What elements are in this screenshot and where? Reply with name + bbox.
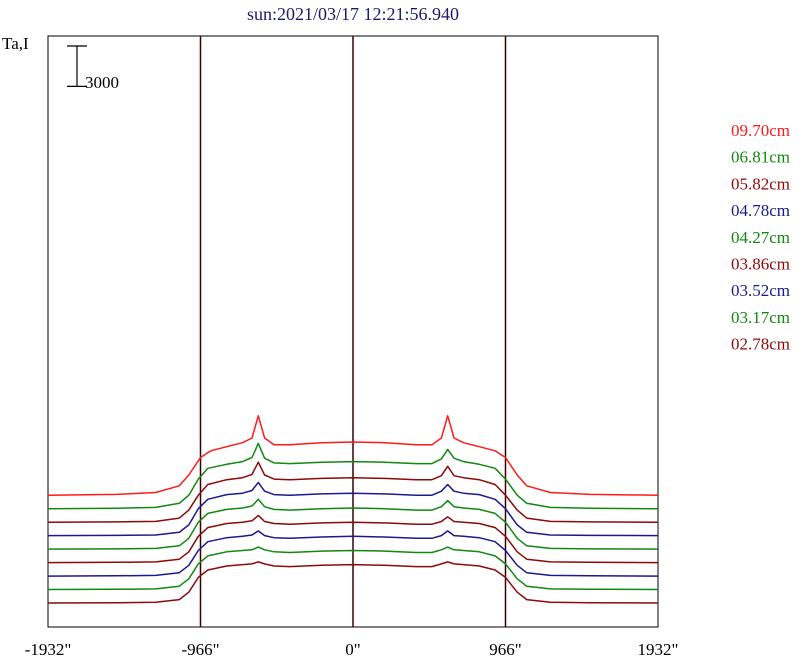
series-line <box>47 530 659 577</box>
x-tick-label: -966" <box>181 640 219 659</box>
series-line <box>47 498 659 550</box>
legend-entry: 04.78cm <box>731 201 790 220</box>
series-line <box>47 561 659 604</box>
x-tick-labels: -1932" -966" 0" 966" 1932" <box>25 640 679 659</box>
legend-entry: 03.86cm <box>731 255 790 274</box>
scale-bar <box>67 45 87 88</box>
legend-entry: 03.17cm <box>731 308 790 327</box>
legend-entry: 03.52cm <box>731 281 790 300</box>
x-tick-label: 966" <box>489 640 521 659</box>
legend-entry: 02.78cm <box>731 335 790 354</box>
legend-entry: 06.81cm <box>731 148 790 167</box>
legend: 09.70cm 06.81cm 05.82cm 04.78cm 04.27cm 03.86… <box>731 121 790 354</box>
series-group <box>47 415 659 604</box>
series-line <box>47 461 659 523</box>
x-tick-label: 0" <box>345 640 360 659</box>
chart-title: sun:2021/03/17 12:21:56.940 <box>247 4 459 24</box>
legend-entry: 09.70cm <box>731 121 790 140</box>
legend-entry: 04.27cm <box>731 228 790 247</box>
series-line <box>47 546 659 591</box>
vertical-reference-lines <box>199 36 507 627</box>
scale-bar-label: 3000 <box>85 73 119 92</box>
legend-entry: 05.82cm <box>731 174 790 193</box>
series-line <box>47 442 659 510</box>
series-line <box>47 415 659 496</box>
series-line <box>47 514 659 564</box>
x-tick-label: -1932" <box>25 640 72 659</box>
series-line <box>47 481 659 537</box>
y-axis-label: Ta,I <box>2 34 29 53</box>
x-tick-label: 1932" <box>638 640 679 659</box>
